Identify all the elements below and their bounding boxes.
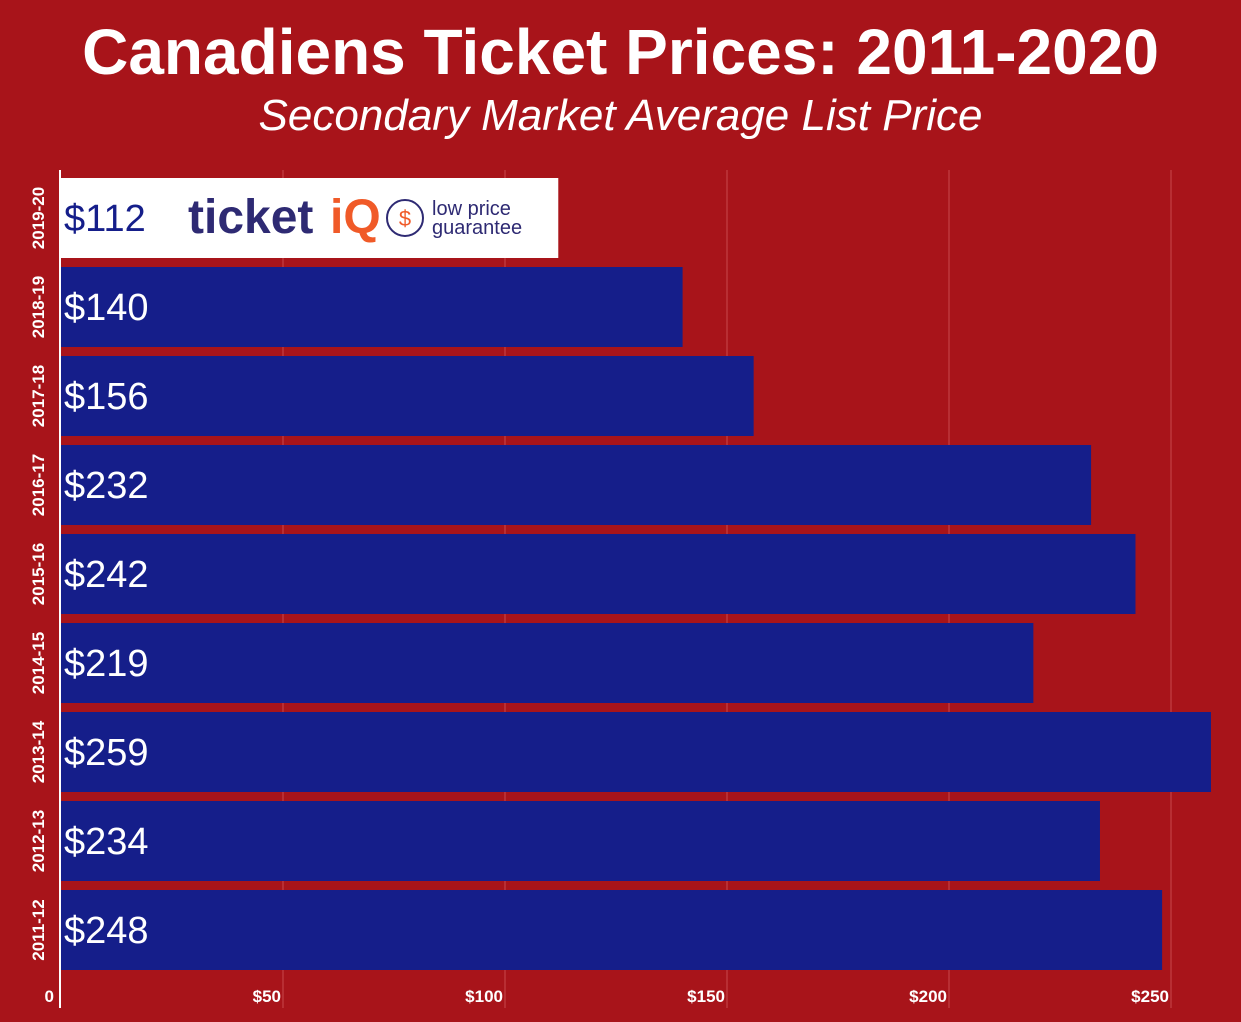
bar: [61, 623, 1034, 703]
data-label: $248: [64, 910, 149, 952]
bar: [61, 356, 754, 436]
bar: [61, 712, 1211, 792]
data-label: $140: [64, 287, 149, 329]
x-tick-label: 0: [45, 987, 54, 1006]
x-tick-label: $250: [1131, 987, 1169, 1006]
x-tick-label: $100: [465, 987, 503, 1006]
y-category-label: 2018-19: [29, 276, 48, 338]
data-label: $234: [64, 821, 149, 863]
data-label: $259: [64, 732, 149, 774]
chart-subtitle: Secondary Market Average List Price: [258, 91, 983, 140]
y-category-label: 2015-16: [29, 543, 48, 605]
shield-icon: [386, 199, 424, 237]
data-label: $232: [64, 465, 149, 507]
dollar-icon: $: [399, 206, 411, 231]
bar: [61, 534, 1136, 614]
x-tick-label: $150: [687, 987, 725, 1006]
bar: [61, 178, 559, 258]
y-category-label: 2019-20: [29, 187, 48, 249]
y-category-label: 2011-12: [29, 899, 48, 960]
data-label: $112: [64, 198, 146, 240]
x-tick-label: $200: [909, 987, 947, 1006]
data-label: $156: [64, 376, 149, 418]
x-tick-label: $50: [253, 987, 281, 1006]
logo-tagline: guarantee: [432, 217, 522, 239]
y-category-label: 2013-14: [29, 720, 48, 783]
y-category-label: 2014-15: [29, 632, 48, 694]
bar: [61, 267, 683, 347]
logo-brand-iq: iQ: [330, 191, 381, 244]
y-category-label: 2017-18: [29, 365, 48, 427]
logo-brand-text: ticket: [188, 191, 313, 244]
bar: [61, 890, 1163, 970]
logo-tagline: low price: [432, 198, 511, 220]
bar: [61, 445, 1092, 525]
y-category-label: 2012-13: [29, 810, 48, 872]
bar: [61, 801, 1100, 881]
chart-title: Canadiens Ticket Prices: 2011-2020: [82, 16, 1159, 88]
y-category-label: 2016-17: [29, 454, 48, 516]
data-label: $219: [64, 643, 149, 685]
data-label: $242: [64, 554, 149, 596]
